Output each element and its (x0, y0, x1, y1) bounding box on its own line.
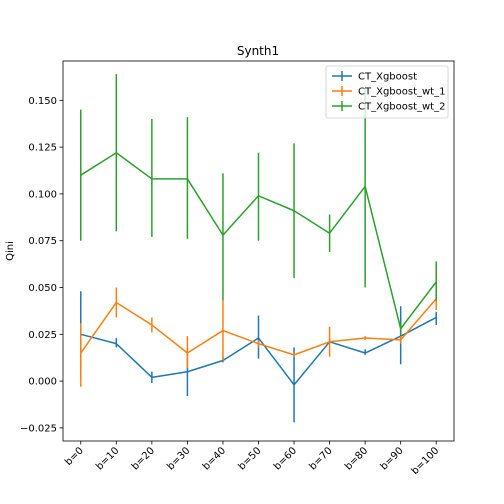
legend-label: CT_Xgboost_wt_2 (358, 102, 445, 113)
legend-label: CT_Xgboost (358, 72, 417, 83)
legend: CT_Xgboost CT_Xgboost_wt_1 CT_Xgboost_wt_2 (325, 65, 449, 119)
series-layer (80, 74, 437, 423)
legend-label: CT_Xgboost_wt_1 (358, 87, 445, 98)
chart-title: Synth1 (237, 44, 279, 58)
y-tick-label: 0.075 (28, 236, 57, 247)
y-tick-label: 0.050 (28, 283, 57, 294)
y-tick-label: 0.150 (28, 96, 57, 107)
legend-box (325, 65, 449, 119)
y-axis-label: Qini (5, 241, 16, 261)
y-axis: −0.025 0.000 0.025 0.050 0.075 0.100 0.125 0.15… (20, 96, 63, 434)
y-tick-label: 0.025 (28, 330, 57, 341)
series-2 (80, 287, 437, 387)
series-3 (80, 74, 437, 335)
y-tick-label: 0.125 (28, 143, 57, 154)
y-tick-label: 0.000 (28, 377, 57, 388)
plot-frame (62, 60, 455, 442)
y-tick-label: 0.100 (28, 189, 57, 200)
y-tick-label: −0.025 (20, 423, 57, 434)
